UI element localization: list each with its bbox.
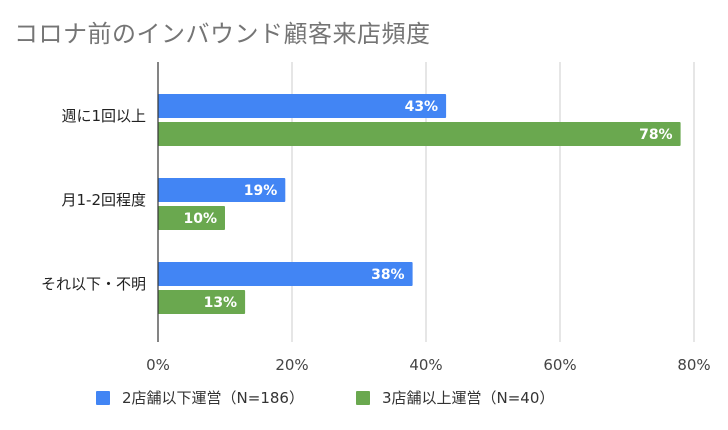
data-label: 43% — [405, 99, 439, 115]
bar-series-2 — [158, 206, 225, 230]
legend-swatch-series-1 — [96, 390, 110, 405]
legend: 2店舗以下運営（N=186） 3店舗以上運営（N=40） — [96, 387, 554, 408]
x-tick-label: 0% — [146, 356, 170, 374]
legend-label-series-1: 2店舗以下運営（N=186） — [122, 389, 304, 407]
bar-series-1 — [158, 178, 286, 202]
legend-item-series-2: 3店舗以上運営（N=40） — [355, 387, 555, 408]
data-label: 19% — [244, 183, 278, 199]
data-label: 78% — [639, 127, 673, 143]
bars: 43% 78% 19% 10% 38% 13% — [158, 94, 681, 314]
bar-series-1 — [158, 262, 413, 286]
data-label: 10% — [183, 211, 217, 227]
chart-title: コロナ前のインバウンド顧客来店頻度 — [14, 20, 431, 48]
bar-series-2 — [158, 290, 246, 314]
category-label: それ以下・不明 — [41, 275, 146, 293]
legend-item-series-1: 2店舗以下運営（N=186） — [96, 387, 304, 408]
legend-swatch-series-2 — [355, 390, 370, 405]
category-label: 週に1回以上 — [61, 107, 146, 125]
bar-series-1 — [158, 94, 447, 118]
x-tick-label: 60% — [543, 356, 576, 374]
x-tick-label: 20% — [275, 356, 308, 374]
data-label: 38% — [371, 267, 405, 283]
category-label: 月1-2回程度 — [62, 191, 147, 209]
data-label: 13% — [204, 295, 238, 311]
x-tick-label: 40% — [409, 356, 442, 374]
legend-label-series-2: 3店舗以上運営（N=40） — [381, 389, 555, 407]
bar-series-2 — [158, 122, 681, 146]
x-tick-label: 80% — [677, 356, 710, 374]
